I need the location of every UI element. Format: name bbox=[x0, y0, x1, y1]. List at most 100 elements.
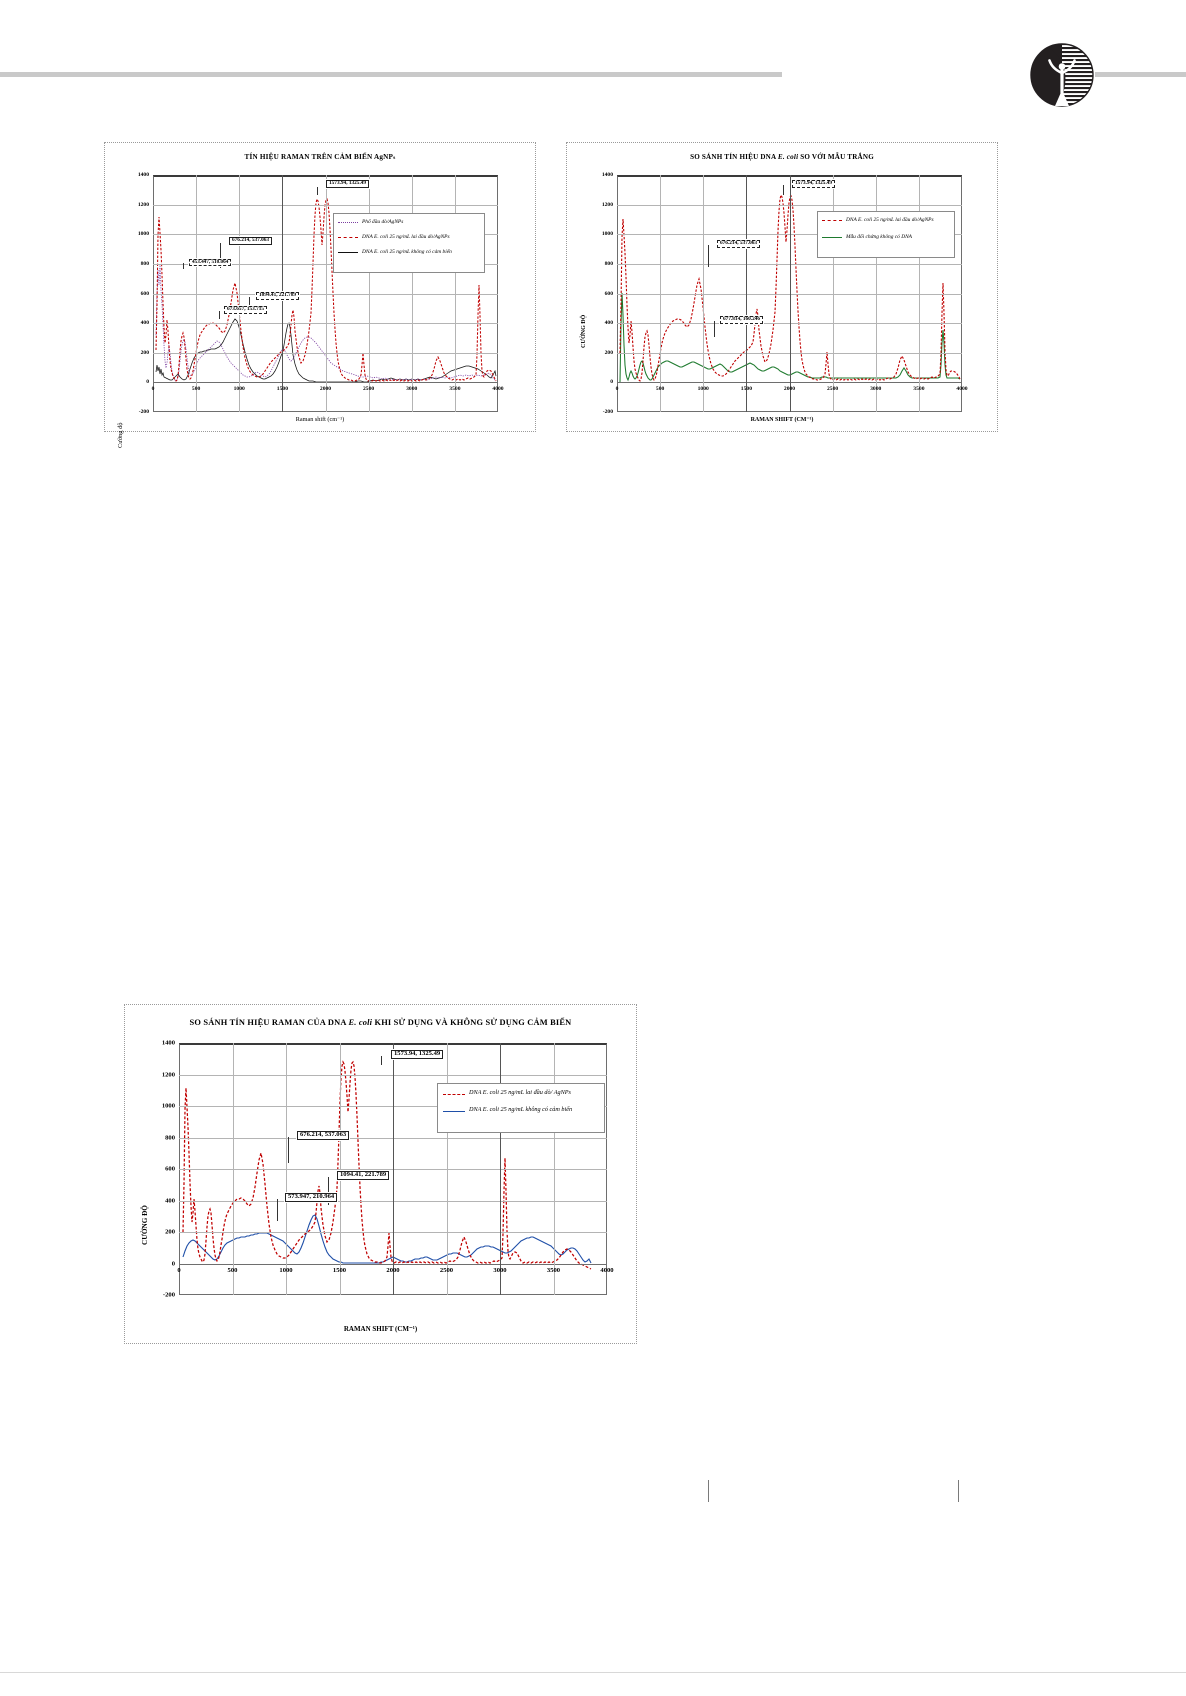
figure1-xtick-0: 0 bbox=[151, 386, 155, 392]
figure1-ytick-400: 400 bbox=[140, 320, 149, 327]
figure3-legend-label-1: DNA E. coli 25 ng/mL không có cảm biến bbox=[469, 1106, 573, 1113]
header-rule-right bbox=[1095, 72, 1186, 77]
figure1-xtick-2000: 2000 bbox=[319, 386, 332, 392]
footer-tick-left bbox=[708, 1480, 709, 1502]
figure3-ytick-200: 200 bbox=[165, 1228, 175, 1236]
figure2-xtick-500: 500 bbox=[655, 386, 665, 392]
figure1-ytick-0: 0 bbox=[146, 379, 149, 386]
figure2-legend-label-1: Mẫu đối chứng không có DNA bbox=[846, 234, 912, 241]
figure1-leader-453 bbox=[183, 263, 189, 269]
figure1-ytick-1000: 1000 bbox=[137, 231, 149, 238]
figure3-xtick-500: 500 bbox=[227, 1267, 238, 1274]
figure3-xtick-4000: 4000 bbox=[600, 1267, 614, 1274]
figure2-series-paths bbox=[619, 193, 961, 383]
figure1-xtick-1000: 1000 bbox=[233, 386, 245, 392]
figure1-legend-item-0: Phổ đầu dò/AgNPs bbox=[338, 219, 480, 225]
figure1-ytick-800: 800 bbox=[140, 260, 149, 267]
figure1-annotation-1094: 1094.41, 221.789 bbox=[256, 292, 300, 300]
figure3-leader-1094 bbox=[328, 1177, 337, 1205]
figure2-ytick-1200: 1200 bbox=[601, 201, 613, 208]
figure1-legend-item-1: DNA E. coli 25 ng/mL lai đầu dò/AgNPs bbox=[338, 234, 480, 240]
figure2-annotation-1573: 1573.94, 1325.49 bbox=[792, 180, 836, 188]
figure3-ytick-400: 400 bbox=[165, 1197, 175, 1204]
figure3-ytick-600: 600 bbox=[165, 1165, 175, 1173]
figure1-legend-label-0: Phổ đầu dò/AgNPs bbox=[362, 219, 404, 225]
figure3-xtick-1000: 1000 bbox=[279, 1267, 293, 1274]
figure2-x-axis-label: RAMAN SHIFT (CM⁻¹) bbox=[750, 417, 814, 423]
figure2-xtick-1500: 1500 bbox=[740, 386, 752, 392]
figure2-xtick-4000: 4000 bbox=[956, 386, 968, 392]
figure3-ytick-1400: 1400 bbox=[161, 1039, 175, 1047]
figure1-legend-label-1: DNA E. coli 25 ng/mL lai đầu dò/AgNPs bbox=[362, 234, 450, 241]
figure1-annotation-453: 453.447, 510.064 bbox=[189, 259, 232, 267]
figure3-xtick-2000: 2000 bbox=[386, 1267, 400, 1274]
figure2-ytick-1400: 1400 bbox=[601, 172, 613, 178]
figure3-leader-573 bbox=[277, 1199, 285, 1221]
figure3-annotation-676: 676.214, 537.063 bbox=[297, 1131, 350, 1140]
figure2-ytick-600: 600 bbox=[604, 290, 613, 297]
figure3-annotation-573: 573.947, 210.964 bbox=[285, 1193, 338, 1202]
figure1-xtick-500: 500 bbox=[191, 386, 201, 392]
figure2-legend-item-1: Mẫu đối chứng không có DNA bbox=[822, 234, 950, 240]
legend-swatch-dashed-red bbox=[443, 1090, 465, 1097]
figure2-legend-label-0: DNA E. coli 25 ng/mL lai đầu dò/AgNPs bbox=[846, 217, 934, 223]
figure3-x-axis-label: RAMAN SHIFT (CM⁻¹) bbox=[343, 1325, 418, 1333]
figure3-xtick-3500: 3500 bbox=[546, 1267, 561, 1274]
figure3-xtick-0: 0 bbox=[177, 1267, 181, 1274]
figure1-xtick-4000: 4000 bbox=[492, 386, 504, 392]
figure1-annotation-673: 673.657, 153.715 bbox=[224, 306, 268, 314]
figure1-xtick-3500: 3500 bbox=[449, 386, 461, 392]
figure3-title: SO SÁNH TÍN HIỆU RAMAN CỦA DNA E. coli K… bbox=[189, 1018, 572, 1027]
figure3-xtick-1500: 1500 bbox=[332, 1267, 347, 1274]
figure2-leader-677 bbox=[714, 321, 720, 337]
figure1-ytick-1200: 1200 bbox=[137, 201, 149, 208]
figure1-annotation-676: 676.214, 537.063 bbox=[229, 237, 273, 245]
figure1-ytick-200: 200 bbox=[140, 349, 149, 356]
figure1-xtick-3000: 3000 bbox=[406, 386, 418, 392]
footer-tick-right bbox=[958, 1480, 959, 1502]
figure-raman-signal-agnps-sensor: TÍN HIỆU RAMAN TRÊN CẢM BIẾN AgNPs Cường… bbox=[104, 142, 536, 448]
figure3-ytick-0: 0 bbox=[171, 1260, 175, 1267]
figure3-legend-item-1: DNA E. coli 25 ng/mL không có cảm biến bbox=[443, 1106, 599, 1114]
figure2-annotation-676: 676.214, 537.063 bbox=[717, 240, 761, 248]
figure3-leader-676 bbox=[288, 1137, 297, 1163]
figure2-legend: DNA E. coli 25 ng/mL lai đầu dò/AgNPs Mẫ… bbox=[817, 211, 955, 258]
figure1-legend: Phổ đầu dò/AgNPs DNA E. coli 25 ng/mL la… bbox=[333, 213, 485, 273]
figure3-ytick-1000: 1000 bbox=[161, 1102, 175, 1110]
figure1-leader-673 bbox=[219, 311, 224, 319]
figure3-ytick-neg200: -200 bbox=[162, 1291, 175, 1299]
figure3-y-axis-label: CƯỜNG ĐỘ bbox=[141, 1205, 149, 1245]
figure3-legend-item-0: DNA E. coli 25 ng/mL lai đầu dò/ AgNPs bbox=[443, 1089, 599, 1097]
figure2-annotation-677: 677.814, 160.246 bbox=[720, 316, 764, 324]
figure1-leader-1573 bbox=[317, 187, 326, 195]
figure1-legend-item-2: DNA E. coli 25 ng/mL không có cảm biến bbox=[338, 249, 480, 255]
figure2-ytick-400: 400 bbox=[604, 320, 613, 327]
figure3-annotation-1094: 1094.41, 221.789 bbox=[337, 1171, 390, 1180]
figure2-xtick-3500: 3500 bbox=[913, 386, 925, 392]
figure1-ytick-600: 600 bbox=[140, 290, 149, 297]
figure3-xtick-3000: 3000 bbox=[493, 1267, 507, 1274]
legend-swatch-solid-blue bbox=[443, 1107, 465, 1114]
header-rule-left bbox=[0, 72, 782, 77]
figure-dna-vs-blank: SO SÁNH TÍN HIỆU DNA E. coli SO VỚI MẪU … bbox=[566, 142, 998, 432]
footer-rule bbox=[0, 1672, 1186, 1673]
figure2-xtick-1000: 1000 bbox=[697, 386, 709, 392]
legend-swatch-dashed-red bbox=[822, 217, 842, 223]
figure1-ytick-neg200: -200 bbox=[138, 409, 149, 415]
legend-swatch-solid-black bbox=[338, 249, 358, 255]
figure2-leader-676 bbox=[708, 245, 717, 267]
figure2-title: SO SÁNH TÍN HIỆU DNA E. coli SO VỚI MẪU … bbox=[690, 153, 874, 161]
figure3-legend-label-0: DNA E. coli 25 ng/mL lai đầu dò/ AgNPs bbox=[469, 1089, 571, 1096]
figure3-plot-area: 1573.94, 1325.49 676.214, 537.063 1094.4… bbox=[179, 1043, 607, 1295]
figure3-annotation-1573: 1573.94, 1325.49 bbox=[391, 1050, 444, 1059]
figure2-ytick-200: 200 bbox=[604, 349, 613, 356]
figure1-legend-label-2: DNA E. coli 25 ng/mL không có cảm biến bbox=[362, 249, 452, 256]
legend-swatch-dashed-red bbox=[338, 234, 358, 240]
figure1-annotation-1573: 1573.94, 1325.49 bbox=[326, 180, 370, 188]
figure2-ytick-1000: 1000 bbox=[601, 231, 613, 238]
figure1-xtick-1500: 1500 bbox=[276, 386, 288, 392]
figure2-xtick-2500: 2500 bbox=[827, 386, 839, 392]
figure1-plot-area: 1573.94, 1325.49 676.214, 537.063 453.44… bbox=[153, 175, 498, 412]
figure1-ytick-1400: 1400 bbox=[137, 172, 149, 178]
figure2-ytick-neg200: -200 bbox=[602, 409, 613, 415]
